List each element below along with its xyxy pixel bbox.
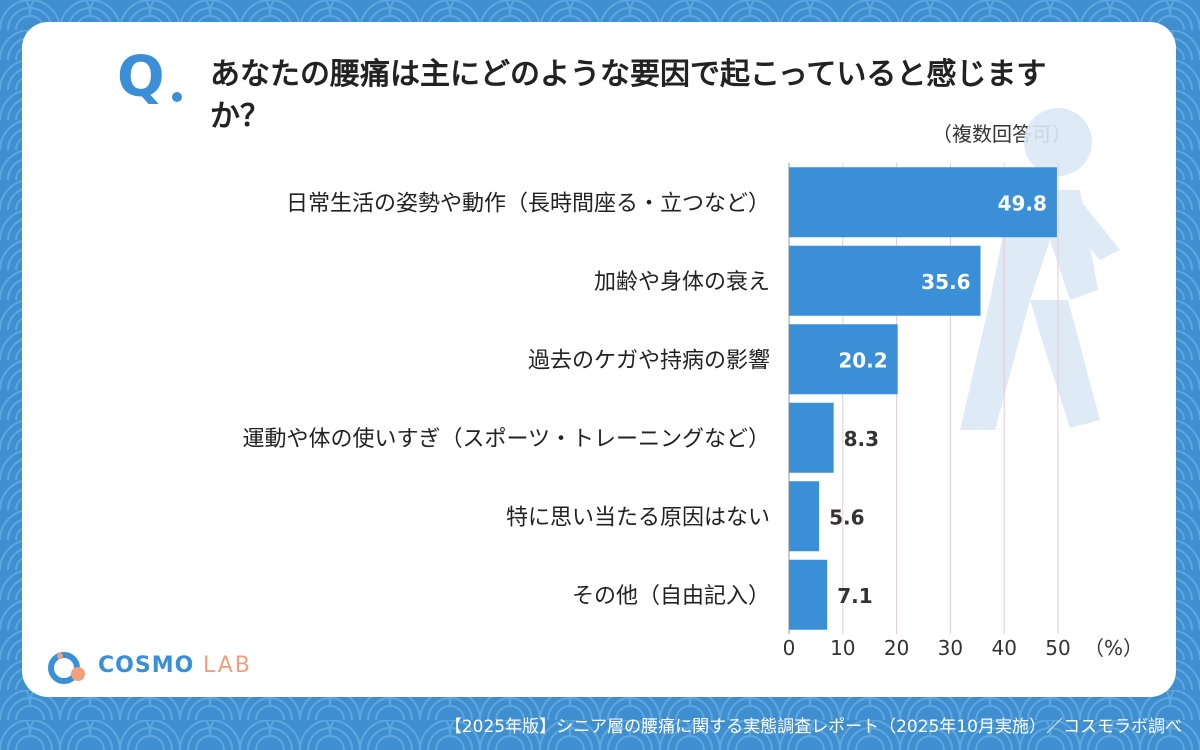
x-tick-label: 40 — [991, 636, 1016, 660]
unit-label: （%） — [1084, 636, 1143, 660]
x-tick-label: 0 — [783, 636, 796, 660]
category-label: 日常生活の姿勢や動作（長時間座る・立つなど） — [286, 191, 770, 216]
question-dot — [172, 92, 182, 102]
value-label: 8.3 — [844, 427, 879, 451]
bar — [789, 167, 1057, 238]
category-labels: 日常生活の姿勢や動作（長時間座る・立つなど） 加齢や身体の衰え過去のケガや持病の影… — [242, 191, 770, 609]
x-tick-label: 20 — [884, 636, 909, 660]
bar — [789, 559, 828, 630]
category-label: 運動や体の使いすぎ（スポーツ・トレーニングなど） — [242, 427, 770, 452]
grid-lines — [788, 163, 1059, 634]
value-label: 35.6 — [921, 270, 970, 294]
value-label: 7.1 — [837, 584, 872, 608]
logo-dot-icon — [71, 667, 85, 681]
category-label: 加齢や身体の衰え — [594, 270, 770, 295]
x-tick-label: 50 — [1045, 636, 1070, 660]
bar — [789, 324, 898, 395]
x-tick-label: 10 — [830, 636, 855, 660]
person-back-pain-illustration — [960, 108, 1120, 430]
logo-suffix: LAB — [202, 653, 252, 678]
category-label: 過去のケガや持病の影響 — [528, 348, 770, 373]
logo-text: COSMO LAB — [98, 653, 252, 678]
bar — [789, 245, 981, 316]
cosmo-lab-logo — [48, 652, 85, 684]
value-label: 49.8 — [998, 191, 1047, 215]
value-label: 20.2 — [838, 348, 887, 372]
category-label: その他（自由記入） — [572, 584, 770, 609]
logo-name: COSMO — [98, 653, 195, 678]
footer-credit: 【2025年版】シニア層の腰痛に関する実態調査レポート（2025年10月実施）／… — [444, 717, 1182, 737]
category-label: 特に思い当たる原因はない — [506, 505, 770, 530]
bar — [789, 481, 820, 552]
bars-group — [789, 167, 1057, 630]
bar — [789, 402, 834, 473]
question-mark-icon: Q — [117, 45, 165, 110]
value-labels: 49.8 35.6 20.2 8.3 5.6 7.1 — [829, 191, 1047, 608]
x-axis-ticks: 0 10 20 30 40 50 — [783, 636, 1071, 660]
question-title: あなたの腰痛は主にどのような要因で起こっていると感じますか？ — [210, 57, 1047, 134]
value-label: 5.6 — [829, 505, 864, 529]
x-tick-label: 30 — [938, 636, 963, 660]
